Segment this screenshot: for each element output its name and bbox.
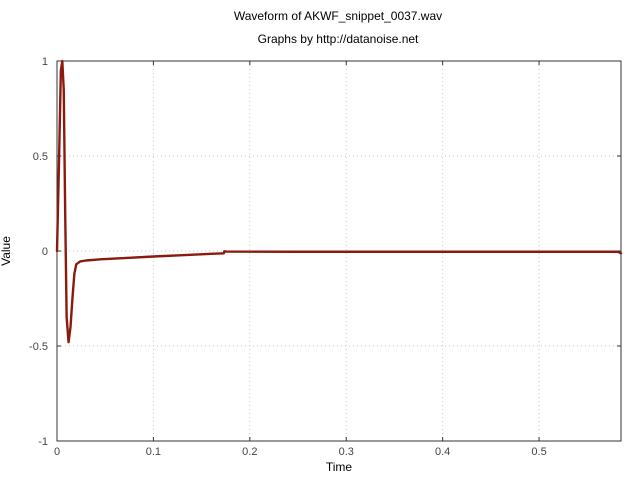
- chart-title: Waveform of AKWF_snippet_0037.wav: [234, 9, 442, 23]
- axis-ticks: 0 0.1 0.2 0.3 0.4 0.5 1 0.5 0 -0.5 -1: [29, 56, 621, 458]
- x-tick-label: 0.2: [242, 446, 257, 458]
- x-tick-label: 0.1: [146, 446, 161, 458]
- y-tick-label: 1: [42, 56, 48, 68]
- series-layer: [55, 59, 623, 344]
- x-tick-label: 0.5: [531, 446, 546, 458]
- x-tick-label: 0.3: [339, 446, 354, 458]
- y-tick-label: -1: [38, 436, 48, 448]
- y-tick-label: 0.5: [33, 151, 48, 163]
- x-tick-label: 0: [54, 446, 60, 458]
- y-tick-label: -0.5: [29, 341, 48, 353]
- y-axis-label: Value: [0, 236, 13, 266]
- x-tick-label: 0.4: [435, 446, 450, 458]
- chart-subtitle: Graphs by http://datanoise.net: [258, 32, 419, 46]
- grid-lines: [57, 61, 621, 441]
- y-tick-label: 0: [42, 246, 48, 258]
- waveform-series-line: [55, 59, 623, 344]
- x-axis-label: Time: [326, 460, 353, 474]
